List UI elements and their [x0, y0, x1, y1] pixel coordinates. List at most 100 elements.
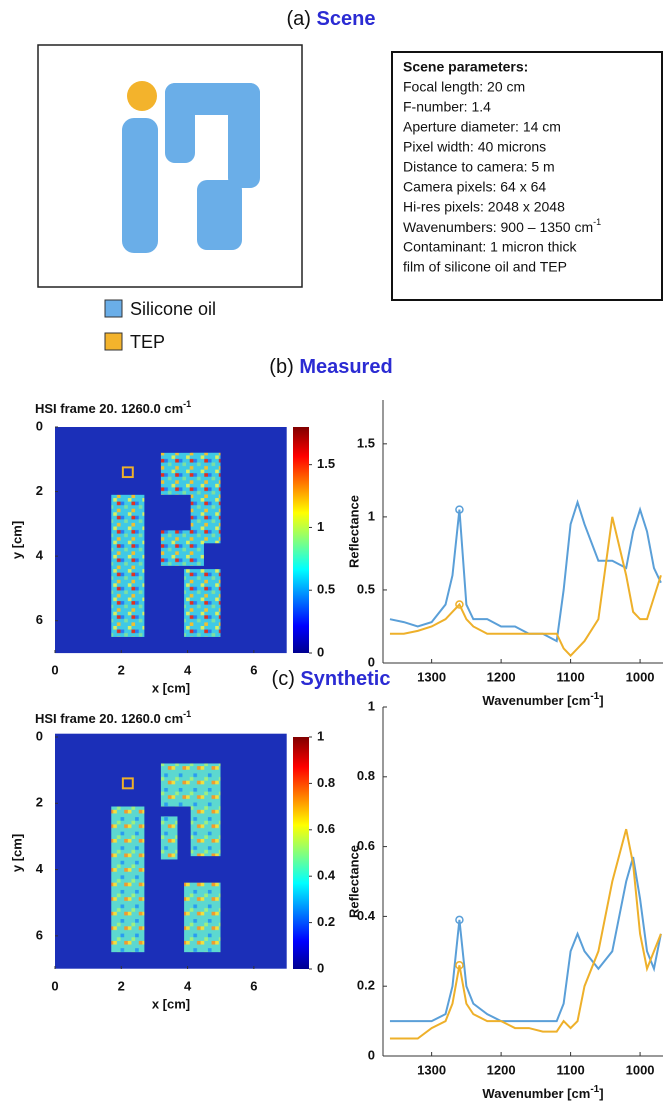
y-axis-label: y [cm]	[9, 521, 24, 559]
y-tick-label: 0	[36, 418, 43, 433]
y-tick-label: 0	[368, 1047, 375, 1062]
series-line	[389, 856, 662, 1023]
y-tick-label: 1	[368, 508, 375, 523]
y-tick-label: 4	[36, 861, 44, 876]
y-axis-label: Reflectance	[346, 495, 361, 568]
y-tick-label: 0.6	[357, 838, 375, 853]
title-text: HSI frame 20. 1260.0 cm	[35, 711, 183, 726]
legend-swatch	[104, 332, 123, 351]
title-sup: -1	[183, 399, 191, 409]
peak-marker	[455, 600, 464, 609]
x-tick-label: 4	[184, 662, 192, 677]
parameter-line: F-number: 1.4	[403, 99, 491, 115]
x-axis-label: Wavenumber [cm-1]	[482, 1084, 603, 1101]
y-tick-label: 2	[36, 483, 43, 498]
scene-frame	[37, 44, 303, 288]
heatmap-image	[55, 427, 287, 654]
parameter-line: Contaminant: 1 micron thick	[403, 239, 578, 255]
x-tick-label: 1100	[556, 669, 584, 684]
x-axis-label: x [cm]	[152, 996, 190, 1011]
y-axis-label: Reflectance	[346, 845, 361, 918]
y-axis-label: y [cm]	[9, 834, 24, 872]
parameter-line: Wavenumbers: 900 – 1350 cm-1	[403, 217, 601, 234]
series-line	[389, 516, 662, 658]
x-tick-label: 0	[51, 978, 58, 993]
y-tick-label: 0.4	[357, 908, 376, 923]
panel-label: (b)	[269, 356, 293, 378]
label-text: Wavenumber [cm	[482, 1086, 590, 1101]
parameter-line: Focal length: 20 cm	[403, 79, 525, 95]
x-tick-label: 1200	[487, 669, 516, 684]
y-tick-label: 0	[368, 654, 375, 669]
panel-heading: (c) Synthetic	[272, 668, 391, 690]
parameters-lines: Focal length: 20 cm F-number: 1.4 Aperture…	[403, 79, 601, 275]
series-group	[389, 498, 662, 658]
colorbar-tick-label: 0	[317, 960, 324, 975]
x-tick-label: 2	[118, 978, 125, 993]
parameter-line: Pixel width: 40 microns	[403, 139, 546, 155]
parameter-line: Camera pixels: 64 x 64	[403, 179, 546, 195]
label-text: ]	[599, 1086, 603, 1101]
colorbar-tick-label: 1.5	[317, 456, 335, 471]
parameter-line: Hi-res pixels: 2048 x 2048	[403, 199, 565, 215]
series-line	[389, 498, 662, 643]
parameter-sup: -1	[593, 217, 601, 227]
parameter-text: Wavenumbers: 900 – 1350 cm	[403, 219, 593, 235]
panel-heading: (a) Scene	[287, 8, 376, 30]
label-text: Wavenumber [cm	[482, 693, 590, 708]
x-tick-label: 1100	[556, 1062, 584, 1077]
heatmap-image	[55, 733, 287, 969]
series-group	[389, 828, 662, 1040]
parameter-line: film of silicone oil and TEP	[403, 259, 567, 275]
panel-title: Measured	[299, 356, 392, 378]
scene-silicone	[122, 83, 260, 253]
x-tick-label: 0	[51, 662, 58, 677]
y-tick-label: 1	[368, 698, 375, 713]
y-tick-label: 0	[36, 728, 43, 743]
parameters-box	[391, 51, 663, 301]
panel-label: (a)	[287, 8, 311, 30]
parameter-line: Aperture diameter: 14 cm	[403, 119, 561, 135]
legend-label: Silicone oil	[130, 299, 216, 319]
legend-label: TEP	[130, 332, 165, 352]
scene-tep	[127, 81, 157, 111]
x-tick-label: 6	[250, 662, 257, 677]
y-tick-label: 2	[36, 795, 43, 810]
label-text: ]	[599, 693, 603, 708]
x-tick-label: 4	[184, 978, 192, 993]
y-tick-label: 6	[36, 612, 43, 627]
heatmap-title: HSI frame 20. 1260.0 cm-1	[35, 399, 191, 416]
x-tick-label: 1300	[417, 669, 446, 684]
panel-title: Scene	[317, 8, 376, 30]
y-tick-label: 6	[36, 927, 43, 942]
legend-swatch	[104, 299, 123, 318]
y-tick-label: 0.5	[357, 581, 375, 596]
parameters-title: Scene parameters:	[403, 59, 528, 75]
panel-label: (c)	[272, 668, 295, 690]
peak-marker	[455, 915, 464, 925]
x-tick-label: 1200	[487, 1062, 516, 1077]
y-tick-label: 0.2	[357, 978, 375, 993]
colorbar-tick-label: 1	[317, 519, 324, 534]
x-axis-label: Wavenumber [cm-1]	[482, 691, 603, 708]
x-tick-label: 1000	[626, 669, 655, 684]
y-tick-label: 1.5	[357, 435, 375, 450]
colorbar-tick-label: 0.6	[317, 821, 335, 836]
colorbar-tick-label: 0.2	[317, 914, 335, 929]
x-tick-label: 1300	[417, 1062, 446, 1077]
title-sup: -1	[183, 709, 191, 719]
x-tick-label: 1000	[626, 1062, 655, 1077]
panel-title: Synthetic	[300, 668, 390, 690]
peak-marker	[455, 505, 464, 514]
series-line	[389, 828, 662, 1040]
colorbar	[293, 737, 309, 969]
x-axis-label: x [cm]	[152, 680, 190, 695]
colorbar-tick-label: 0.8	[317, 775, 335, 790]
x-tick-label: 6	[250, 978, 257, 993]
label-sup: -1	[590, 691, 599, 702]
heatmap-title: HSI frame 20. 1260.0 cm-1	[35, 709, 191, 726]
colorbar-tick-label: 1	[317, 728, 324, 743]
